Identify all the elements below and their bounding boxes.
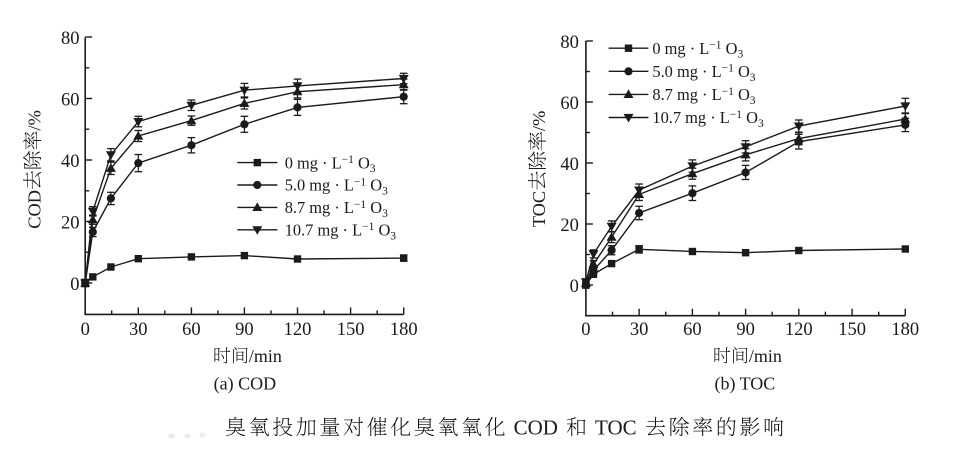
svg-text:90: 90 bbox=[736, 320, 755, 340]
svg-text:TOC: TOC bbox=[529, 191, 549, 227]
svg-text:0: 0 bbox=[581, 320, 590, 340]
svg-text:8.7 mg · L−1 O3: 8.7 mg · L−1 O3 bbox=[652, 85, 755, 107]
svg-text:(b) TOC: (b) TOC bbox=[714, 373, 775, 394]
svg-text:150: 150 bbox=[337, 320, 365, 340]
svg-text:8.7 mg · L−1 O3: 8.7 mg · L−1 O3 bbox=[285, 198, 388, 220]
svg-text:30: 30 bbox=[129, 320, 148, 340]
svg-text:180: 180 bbox=[891, 320, 919, 340]
svg-text:10.7 mg · L−1 O3: 10.7 mg · L−1 O3 bbox=[652, 108, 764, 130]
svg-text:0: 0 bbox=[570, 277, 579, 297]
svg-text:0 mg · L−1 O3: 0 mg · L−1 O3 bbox=[285, 153, 376, 175]
svg-text:/%: /% bbox=[529, 111, 549, 131]
svg-text:10.7 mg · L−1 O3: 10.7 mg · L−1 O3 bbox=[285, 221, 397, 243]
svg-text:20: 20 bbox=[61, 214, 80, 234]
svg-text:5.0 mg · L−1 O3: 5.0 mg · L−1 O3 bbox=[652, 62, 755, 84]
svg-text:120: 120 bbox=[284, 320, 312, 340]
svg-text:COD: COD bbox=[24, 190, 44, 229]
svg-text:TOC: TOC bbox=[595, 416, 637, 440]
svg-text:COD: COD bbox=[514, 416, 558, 440]
svg-text:80: 80 bbox=[61, 29, 80, 49]
svg-text:(a) COD: (a) COD bbox=[214, 373, 276, 394]
svg-text:0: 0 bbox=[81, 320, 90, 340]
svg-text:40: 40 bbox=[560, 155, 579, 175]
svg-text:30: 30 bbox=[630, 320, 649, 340]
svg-text:40: 40 bbox=[61, 152, 80, 172]
svg-text:80: 80 bbox=[560, 33, 579, 53]
svg-text:20: 20 bbox=[560, 216, 579, 236]
svg-text:60: 60 bbox=[182, 320, 201, 340]
svg-text:60: 60 bbox=[683, 320, 702, 340]
svg-text:5.0 mg · L−1 O3: 5.0 mg · L−1 O3 bbox=[285, 176, 388, 198]
svg-text:/%: /% bbox=[24, 110, 44, 130]
svg-text:180: 180 bbox=[390, 320, 418, 340]
svg-text:120: 120 bbox=[785, 320, 813, 340]
svg-text:60: 60 bbox=[560, 94, 579, 114]
svg-text:/min: /min bbox=[249, 346, 282, 366]
svg-text:150: 150 bbox=[838, 320, 866, 340]
svg-text:60: 60 bbox=[61, 91, 80, 111]
svg-text:0: 0 bbox=[70, 275, 79, 295]
svg-text:90: 90 bbox=[235, 320, 254, 340]
svg-text:0 mg · L−1 O3: 0 mg · L−1 O3 bbox=[652, 39, 743, 61]
svg-text:/min: /min bbox=[749, 346, 782, 366]
